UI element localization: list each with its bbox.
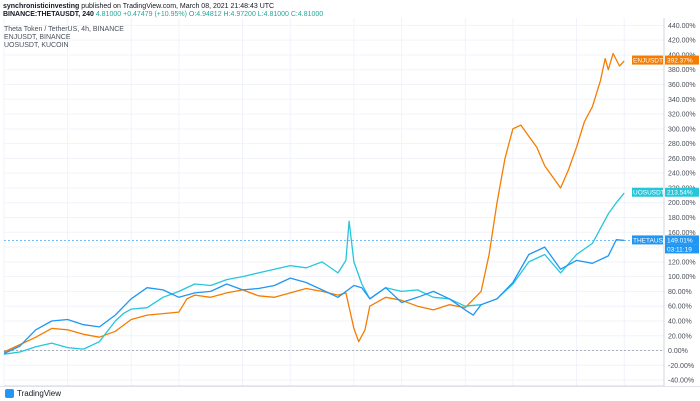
enj-price-tag-value: 392.37% xyxy=(667,58,693,65)
uos-price-tag-value-bg xyxy=(665,187,699,197)
y-tick-label: 60.00% xyxy=(668,304,692,311)
y-tick-label: 40.00% xyxy=(668,318,692,325)
y-tick-label: -20.00% xyxy=(668,363,694,370)
y-tick-label: 120.00% xyxy=(668,259,696,266)
y-tick-label: 320.00% xyxy=(668,112,696,119)
theta-price-tag-value: 149.01% xyxy=(667,237,693,244)
y-tick-label: 200.00% xyxy=(668,200,696,207)
uos-price-tag-bg xyxy=(632,187,663,197)
y-tick-label: -40.00% xyxy=(668,378,694,385)
y-tick-label: 340.00% xyxy=(668,97,696,104)
y-tick-label: 100.00% xyxy=(668,274,696,281)
last-price: 4.81000 xyxy=(95,11,122,18)
theta-line xyxy=(3,239,625,355)
y-tick-label: 80.00% xyxy=(668,289,692,296)
theta-price-tag-value-bg xyxy=(665,235,699,245)
symbol-line: BINANCE:THETAUSDT, 240 xyxy=(3,11,94,18)
legend-uos[interactable]: UOSUSDT, KUCOIN xyxy=(4,42,69,49)
y-tick-label: 240.00% xyxy=(668,171,696,178)
footer-bar: TradingView xyxy=(0,386,700,401)
legend-main[interactable]: Theta Token / TetherUS, 4h, BINANCE xyxy=(4,26,124,33)
y-tick-label: 0.00% xyxy=(668,348,688,355)
y-tick-label: 440.00% xyxy=(668,23,696,30)
y-tick-label: 160.00% xyxy=(668,230,696,237)
countdown-bg xyxy=(665,244,699,254)
countdown-label: 03:11:19 xyxy=(667,246,692,253)
theta-price-tag-name: THETAUSDT xyxy=(633,237,672,244)
enj-line xyxy=(3,52,625,353)
symbol-info: BINANCE:THETAUSDT, 240 4.81000 +0.47479 … xyxy=(3,10,323,19)
theta-price-tag-bg xyxy=(632,235,663,245)
enj-price-tag-bg xyxy=(632,55,663,65)
uos-line xyxy=(3,192,625,355)
footer-brand[interactable]: TradingView xyxy=(17,389,62,398)
publish-info: synchronisticinvesting published on Trad… xyxy=(3,2,274,11)
tradingview-logo-icon xyxy=(5,389,14,398)
y-tick-label: 300.00% xyxy=(668,126,696,133)
uos-price-tag-name: UOSUSDT xyxy=(633,190,665,197)
ohlc-values: O:4.94812 H:4.97200 L:4.81000 C:4.81000 xyxy=(188,11,324,18)
y-tick-label: 260.00% xyxy=(668,156,696,163)
enj-price-tag-name: ENJUSDT xyxy=(633,58,663,65)
y-tick-label: 380.00% xyxy=(668,67,696,74)
y-tick-label: 280.00% xyxy=(668,141,696,148)
uos-price-tag-value: 213.54% xyxy=(667,190,693,197)
price-change: +0.47479 (+10.95%) xyxy=(123,11,187,18)
publish-line: published on TradingView.com, March 08, … xyxy=(81,3,275,10)
y-tick-label: 180.00% xyxy=(668,215,696,222)
legend-enj[interactable]: ENJUSDT, BINANCE xyxy=(4,34,71,41)
y-tick-label: 420.00% xyxy=(668,38,696,45)
publisher-name: synchronisticinvesting xyxy=(3,3,80,10)
y-tick-label: 20.00% xyxy=(668,333,692,340)
y-tick-label: 360.00% xyxy=(668,82,696,89)
enj-price-tag-value-bg xyxy=(665,55,699,65)
